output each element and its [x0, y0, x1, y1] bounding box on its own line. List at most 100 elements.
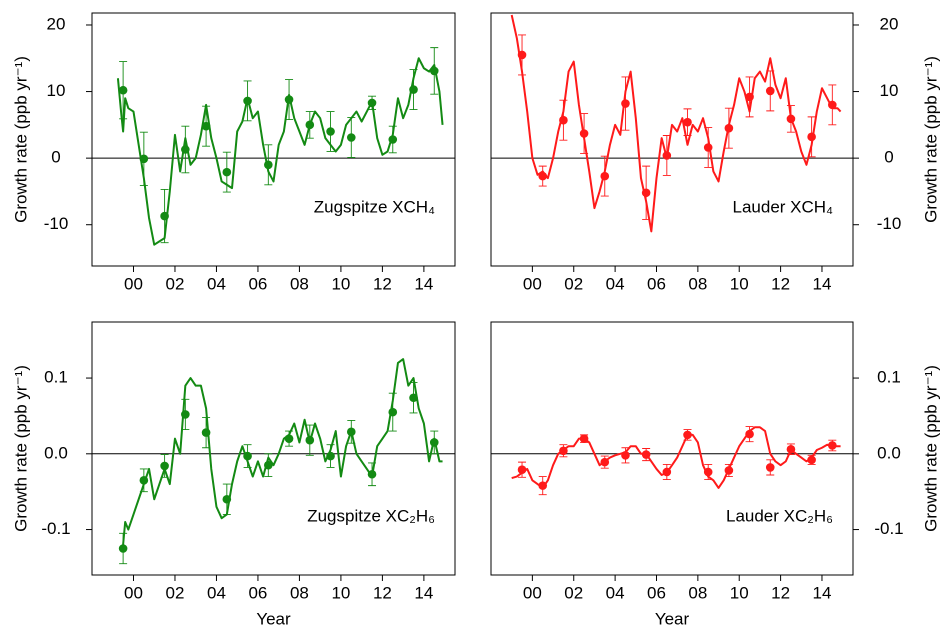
data-point: [662, 467, 672, 477]
panel-label: Lauder XCH₄: [733, 197, 834, 216]
x-tick-label: 08: [290, 583, 309, 602]
data-line: [122, 358, 443, 545]
plot-frame: [490, 321, 854, 576]
x-tick-label: 02: [564, 274, 583, 293]
data-point: [284, 434, 294, 443]
data-point: [828, 441, 837, 450]
data-point: [264, 160, 273, 170]
data-point: [559, 115, 568, 125]
data-point: [367, 469, 377, 479]
data-point: [600, 171, 610, 181]
x-tick-label: 06: [647, 274, 666, 293]
data-point: [222, 167, 232, 177]
data-point: [409, 393, 418, 403]
x-tick-label: 04: [207, 583, 226, 602]
data-point: [388, 135, 398, 144]
x-axis-label: Year: [256, 609, 291, 628]
y-axis-label: Growth rate (ppb yr⁻¹): [921, 365, 940, 532]
data-line: [511, 426, 841, 489]
data-point: [346, 133, 356, 142]
x-tick-label: 14: [813, 274, 832, 293]
data-point: [264, 460, 273, 470]
data-point: [745, 429, 754, 439]
data-point: [388, 407, 398, 417]
data-point: [786, 114, 796, 124]
data-point: [765, 463, 775, 472]
x-tick-label: 14: [813, 583, 832, 602]
y-tick-label: 20: [880, 14, 899, 33]
y-tick-label: 0.0: [44, 443, 68, 462]
x-tick-label: 08: [688, 274, 707, 293]
data-point: [579, 129, 589, 138]
data-point: [160, 211, 169, 221]
plot-frame: [91, 12, 456, 267]
data-point: [284, 95, 294, 104]
data-point: [429, 438, 439, 447]
data-point: [517, 50, 527, 60]
data-point: [181, 410, 190, 419]
plot-frame: [490, 12, 854, 267]
data-point: [346, 427, 356, 437]
data-point: [326, 127, 335, 136]
x-tick-label: 04: [207, 274, 226, 293]
data-point: [517, 465, 527, 475]
y-axis-label: Growth rate (ppb yr⁻¹): [921, 56, 940, 223]
x-axis-label: Year: [655, 609, 690, 628]
panel-label: Zugspitze XCH₄: [314, 197, 435, 216]
data-line: [116, 57, 444, 246]
x-tick-label: 00: [523, 583, 542, 602]
y-tick-label: 0.0: [877, 443, 901, 462]
data-point: [724, 466, 734, 475]
y-tick-label: 0: [51, 148, 60, 167]
data-point: [641, 450, 651, 459]
data-point: [201, 121, 211, 131]
x-tick-label: 10: [331, 583, 350, 602]
data-point: [579, 434, 589, 443]
y-axis-label: Growth rate (ppb yr⁻¹): [11, 56, 30, 223]
data-point: [139, 476, 149, 485]
panel: 00 02 04 06 08 10 12 14 -10 0 10 20 Zugspitze XCH₄ Gr…: [11, 12, 456, 293]
x-tick-label: 06: [647, 583, 666, 602]
data-point: [181, 145, 190, 154]
data-point: [201, 428, 211, 437]
data-point: [703, 143, 713, 152]
data-point: [538, 481, 548, 490]
data-point: [807, 455, 816, 465]
x-tick-label: 12: [373, 583, 392, 602]
plot-frame: [91, 321, 456, 576]
data-point: [621, 451, 630, 460]
data-point: [538, 171, 548, 181]
y-tick-label: 0.1: [44, 368, 68, 387]
data-point: [683, 117, 692, 127]
panel-label: Lauder XC₂H₆: [726, 506, 833, 525]
data-point: [559, 446, 568, 456]
y-axis-label: Growth rate (ppb yr⁻¹): [11, 365, 30, 532]
y-tick-label: 10: [47, 81, 66, 100]
x-tick-label: 02: [166, 274, 185, 293]
y-tick-label: -10: [44, 214, 69, 233]
data-point: [243, 96, 252, 106]
y-tick-label: 0: [884, 148, 893, 167]
x-tick-label: 10: [730, 583, 749, 602]
data-point: [305, 435, 315, 445]
x-tick-label: 10: [331, 274, 350, 293]
data-point: [326, 451, 335, 461]
y-tick-label: 20: [47, 14, 66, 33]
y-tick-label: -10: [877, 214, 902, 233]
data-point: [745, 92, 754, 102]
x-tick-label: 02: [166, 583, 185, 602]
panel-label: Zugspitze XC₂H₆: [307, 506, 435, 525]
data-point: [409, 85, 418, 94]
panel: 00 02 04 06 08 10 12 14 -0.1 0.0 0.1 Lauder XC₂H₆ Gr…: [490, 321, 940, 628]
x-tick-label: 12: [771, 583, 790, 602]
data-point: [243, 451, 252, 461]
x-tick-label: 00: [124, 583, 143, 602]
x-tick-label: 06: [248, 274, 267, 293]
data-point: [429, 66, 439, 76]
data-point: [160, 461, 169, 471]
x-tick-label: 04: [606, 274, 625, 293]
y-tick-label: -0.1: [41, 519, 70, 538]
panel: 00 02 04 06 08 10 12 14 -0.1 0.0 0.1 Zugspitze XC₂H…: [11, 321, 456, 628]
data-point: [786, 444, 796, 454]
